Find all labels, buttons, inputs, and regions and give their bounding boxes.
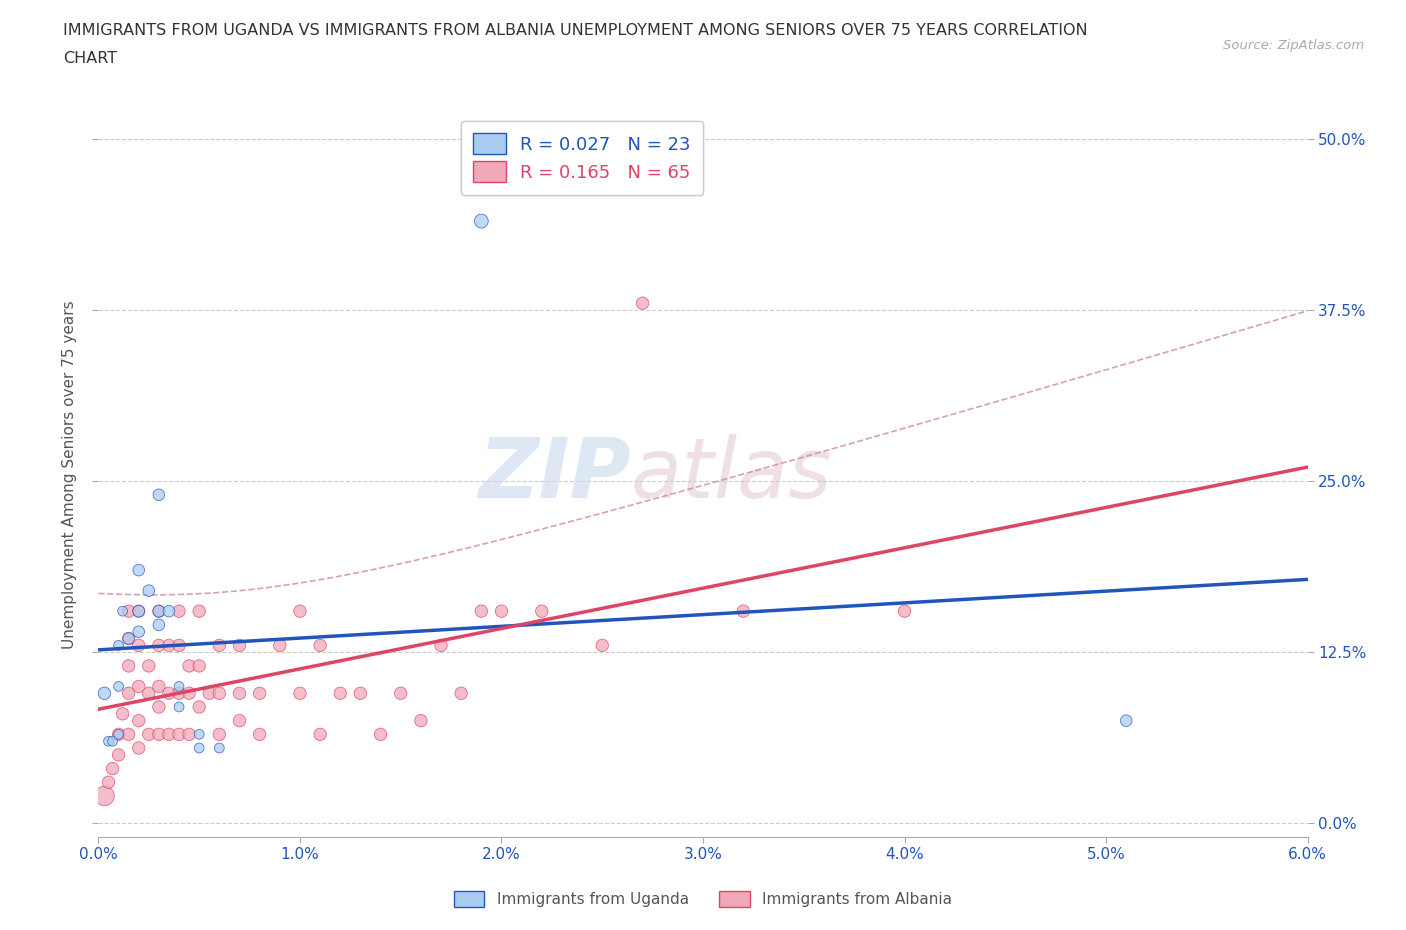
Point	[148, 699, 170, 714]
Point	[249, 685, 271, 700]
Point	[530, 604, 553, 618]
Point	[631, 296, 654, 311]
Point	[157, 638, 180, 653]
Point	[107, 679, 129, 694]
Point	[179, 727, 201, 742]
Point	[138, 727, 160, 742]
Point	[208, 638, 231, 653]
Point	[167, 685, 190, 700]
Point	[288, 685, 311, 700]
Point	[148, 638, 170, 653]
Point	[138, 658, 160, 673]
Point	[208, 740, 231, 755]
Text: IMMIGRANTS FROM UGANDA VS IMMIGRANTS FROM ALBANIA UNEMPLOYMENT AMONG SENIORS OVE: IMMIGRANTS FROM UGANDA VS IMMIGRANTS FRO…	[63, 23, 1088, 38]
Point	[157, 685, 180, 700]
Point	[269, 638, 291, 653]
Text: atlas: atlas	[630, 433, 832, 515]
Point	[228, 638, 250, 653]
Point	[118, 727, 141, 742]
Point	[93, 789, 115, 804]
Point	[118, 631, 141, 646]
Point	[208, 727, 231, 742]
Text: Source: ZipAtlas.com: Source: ZipAtlas.com	[1223, 39, 1364, 52]
Point	[188, 727, 211, 742]
Point	[111, 604, 134, 618]
Point	[128, 563, 150, 578]
Point	[179, 685, 201, 700]
Point	[329, 685, 352, 700]
Point	[128, 638, 150, 653]
Point	[389, 685, 412, 700]
Point	[288, 604, 311, 618]
Point	[249, 727, 271, 742]
Point	[228, 713, 250, 728]
Point	[208, 685, 231, 700]
Point	[309, 727, 332, 742]
Point	[97, 734, 120, 749]
Point	[167, 699, 190, 714]
Point	[491, 604, 513, 618]
Point	[167, 727, 190, 742]
Point	[370, 727, 392, 742]
Point	[118, 658, 141, 673]
Point	[128, 604, 150, 618]
Text: CHART: CHART	[63, 51, 117, 66]
Point	[409, 713, 432, 728]
Point	[128, 713, 150, 728]
Point	[93, 685, 115, 700]
Point	[148, 487, 170, 502]
Point	[128, 679, 150, 694]
Point	[148, 727, 170, 742]
Point	[167, 679, 190, 694]
Point	[97, 775, 120, 790]
Point	[198, 685, 221, 700]
Point	[128, 740, 150, 755]
Point	[1115, 713, 1137, 728]
Point	[188, 740, 211, 755]
Legend: R = 0.027   N = 23, R = 0.165   N = 65: R = 0.027 N = 23, R = 0.165 N = 65	[461, 121, 703, 195]
Point	[148, 604, 170, 618]
Point	[349, 685, 371, 700]
Point	[179, 658, 201, 673]
Point	[157, 604, 180, 618]
Point	[118, 604, 141, 618]
Point	[148, 679, 170, 694]
Point	[118, 631, 141, 646]
Point	[470, 604, 492, 618]
Point	[107, 638, 129, 653]
Point	[148, 618, 170, 632]
Legend: Immigrants from Uganda, Immigrants from Albania: Immigrants from Uganda, Immigrants from …	[447, 884, 959, 913]
Point	[128, 624, 150, 639]
Point	[107, 727, 129, 742]
Point	[450, 685, 472, 700]
Point	[128, 604, 150, 618]
Point	[893, 604, 915, 618]
Point	[101, 761, 124, 776]
Point	[470, 214, 492, 229]
Point	[101, 734, 124, 749]
Point	[167, 604, 190, 618]
Y-axis label: Unemployment Among Seniors over 75 years: Unemployment Among Seniors over 75 years	[62, 300, 77, 648]
Point	[167, 638, 190, 653]
Point	[228, 685, 250, 700]
Point	[733, 604, 755, 618]
Point	[107, 727, 129, 742]
Point	[148, 604, 170, 618]
Point	[591, 638, 613, 653]
Point	[118, 685, 141, 700]
Point	[138, 685, 160, 700]
Point	[138, 583, 160, 598]
Point	[188, 699, 211, 714]
Point	[430, 638, 453, 653]
Point	[188, 604, 211, 618]
Point	[309, 638, 332, 653]
Point	[157, 727, 180, 742]
Point	[188, 658, 211, 673]
Point	[111, 707, 134, 722]
Point	[107, 748, 129, 763]
Text: ZIP: ZIP	[478, 433, 630, 515]
